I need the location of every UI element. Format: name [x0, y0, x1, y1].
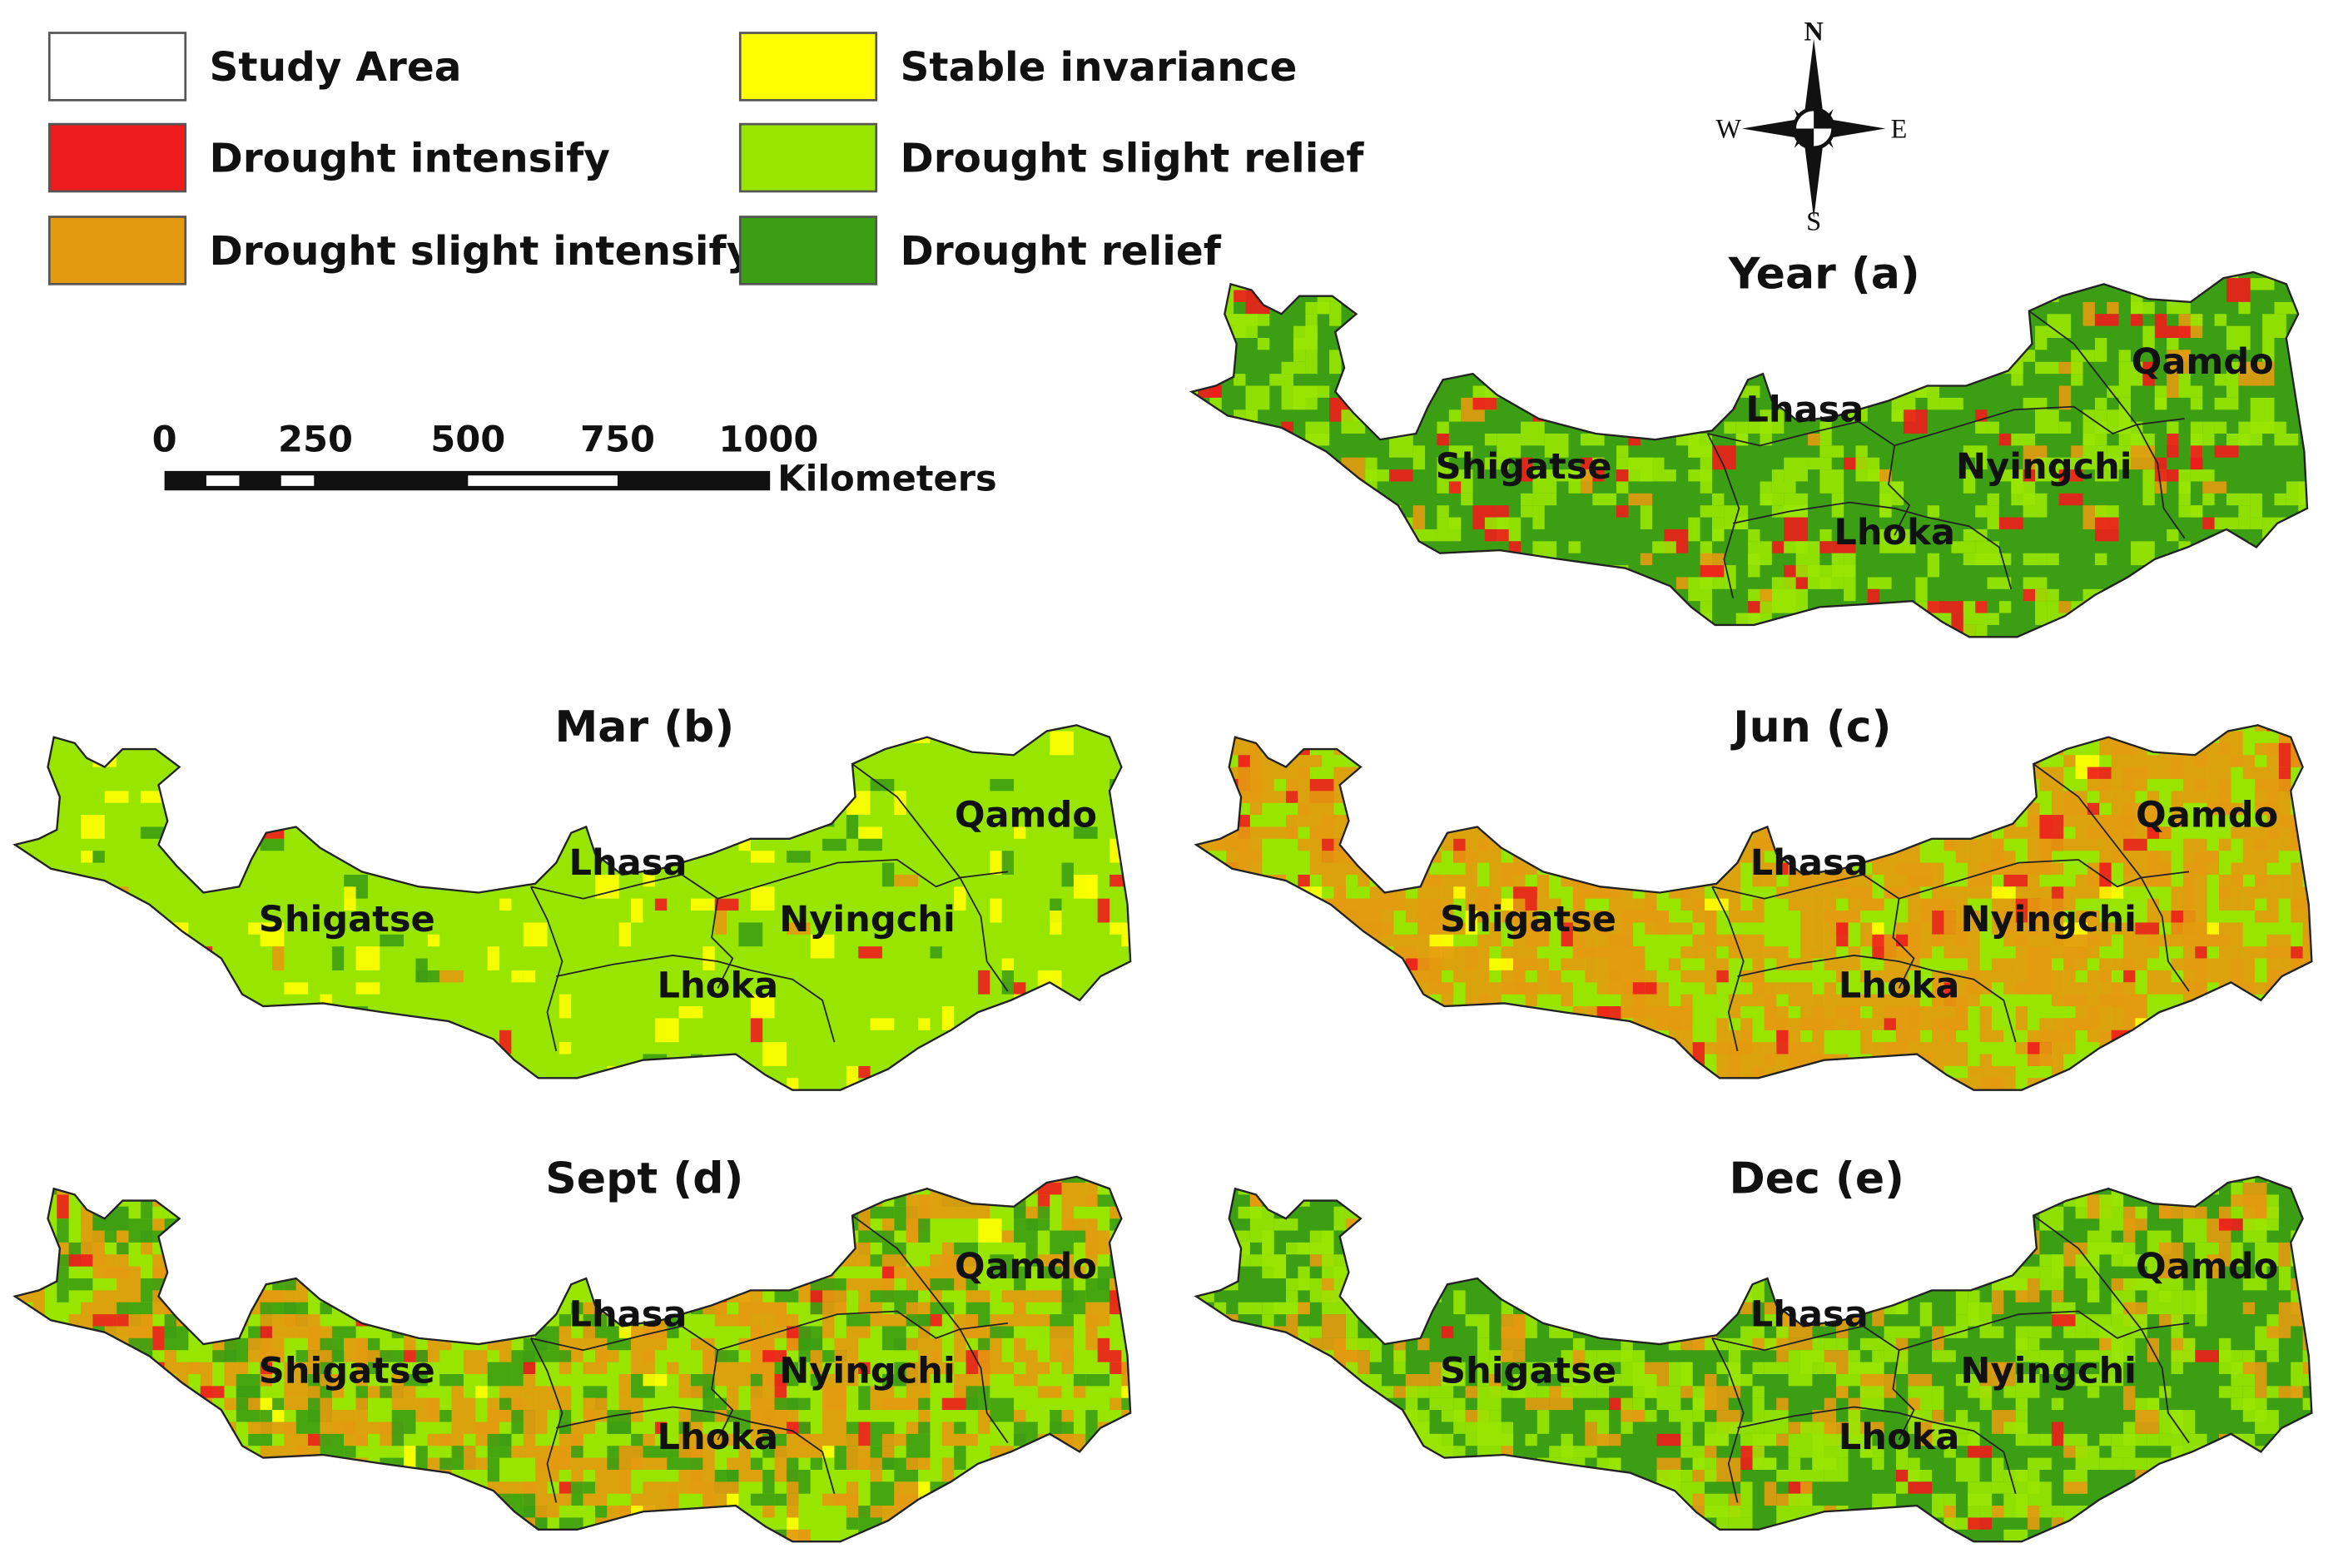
region-boundary: [959, 1328, 1009, 1444]
region-boundary: [2140, 877, 2190, 992]
legend-item: Drought relief: [738, 216, 1222, 285]
compass-south: S: [1806, 206, 1821, 236]
region-label: Nyingchi: [1956, 446, 2132, 488]
legend-label: Drought intensify: [210, 136, 610, 182]
region-boundary: [2033, 1214, 2142, 1330]
region-boundary: [1737, 1406, 2017, 1494]
region-boundary: [2140, 1328, 2190, 1444]
legend-label: Drought slight relief: [900, 136, 1364, 182]
region-boundary: [1737, 955, 2017, 1043]
region-boundary: [1711, 873, 1915, 989]
region-boundary: [556, 1406, 836, 1494]
region-boundary: [2028, 310, 2137, 425]
region-boundary: [529, 1337, 563, 1503]
compass-icon: N S W E: [1715, 17, 1907, 236]
region-boundary: [851, 763, 961, 879]
region-label: Shigatse: [1436, 446, 1612, 488]
region-label: Nyingchi: [779, 899, 956, 940]
region-boundary: [530, 873, 734, 989]
legend-swatch: [738, 122, 878, 193]
region-label: Qamdo: [2136, 794, 2278, 836]
region-label: Shigatse: [259, 899, 435, 940]
region-label: Lhasa: [569, 842, 688, 884]
region-boundary: [556, 955, 836, 1043]
region-boundary: [1711, 886, 1745, 1052]
legend-label: Drought relief: [900, 228, 1221, 275]
region-boundary: [959, 877, 1009, 992]
region-label: Lhasa: [1750, 1293, 1869, 1335]
region-label: Lhasa: [1750, 842, 1869, 884]
scale-unit: Kilometers: [777, 458, 996, 499]
panel-title: Sept (d): [545, 1154, 743, 1204]
region-boundary: [1711, 1337, 1745, 1503]
region-label: Shigatse: [259, 1351, 435, 1392]
region-boundary: [1706, 433, 1740, 598]
panel-title: Year (a): [1728, 250, 1920, 300]
map-fill: [1196, 1176, 2312, 1542]
legend-item: Drought slight relief: [738, 122, 1364, 193]
legend-swatch: [47, 32, 187, 102]
scale-tick-0: 0: [152, 419, 177, 461]
legend-item: Study Area: [47, 32, 462, 102]
region-label: Shigatse: [1440, 1351, 1616, 1392]
region-label: Lhoka: [1834, 512, 1955, 553]
region-label: Qamdo: [955, 1246, 1097, 1288]
region-label: Qamdo: [2136, 1246, 2278, 1288]
region-boundary: [529, 886, 563, 1052]
panel-title: Mar (b): [554, 702, 734, 752]
legend: Study Area Drought intensify Drought sligh…: [47, 32, 1364, 285]
compass-north: N: [1804, 17, 1823, 47]
region-label: Lhoka: [1839, 965, 1960, 1006]
scale-tick-750: 750: [580, 419, 655, 461]
legend-swatch: [738, 32, 878, 102]
legend-swatch: [738, 216, 878, 285]
region-boundary: [2033, 763, 2142, 879]
region-boundary: [851, 1214, 961, 1330]
map-fill: [1196, 725, 2312, 1090]
map-fill: [14, 1176, 1131, 1542]
region-boundary: [1711, 1325, 1915, 1441]
region-boundary: [2136, 424, 2186, 539]
region-label: Nyingchi: [1960, 899, 2137, 940]
region-label: Lhoka: [658, 965, 779, 1006]
scale-tick-1000: 1000: [718, 419, 818, 461]
legend-item: Drought intensify: [47, 122, 610, 193]
compass-west: W: [1715, 113, 1741, 143]
legend-label: Stable invariance: [900, 44, 1297, 91]
region-label: Lhasa: [1745, 390, 1864, 431]
region-label: Qamdo: [2132, 341, 2274, 383]
region-boundary: [1732, 501, 2013, 590]
legend-item: Stable invariance: [738, 32, 1297, 102]
legend-label: Drought slight intensify: [210, 228, 753, 275]
region-label: Nyingchi: [1960, 1351, 2137, 1392]
panel-title: Jun (c): [1730, 702, 1891, 752]
region-label: Shigatse: [1440, 899, 1616, 940]
scale-tick-250: 250: [278, 419, 353, 461]
region-label: Lhoka: [658, 1417, 779, 1458]
legend-item: Drought slight intensify: [47, 216, 753, 285]
region-label: Nyingchi: [779, 1351, 956, 1392]
region-boundary: [530, 1325, 734, 1441]
legend-swatch: [47, 122, 187, 193]
scale-bar: 0 250 500 750 1000 Kilometers: [152, 419, 997, 500]
region-label: Qamdo: [955, 794, 1097, 836]
scale-tick-500: 500: [430, 419, 505, 461]
region-label: Lhoka: [1839, 1417, 1960, 1458]
region-label: Lhasa: [569, 1293, 688, 1335]
legend-label: Study Area: [210, 44, 462, 91]
legend-swatch: [47, 216, 187, 285]
panel-title: Dec (e): [1730, 1154, 1904, 1204]
region-boundary: [1707, 420, 1911, 536]
compass-east: E: [1891, 113, 1908, 143]
